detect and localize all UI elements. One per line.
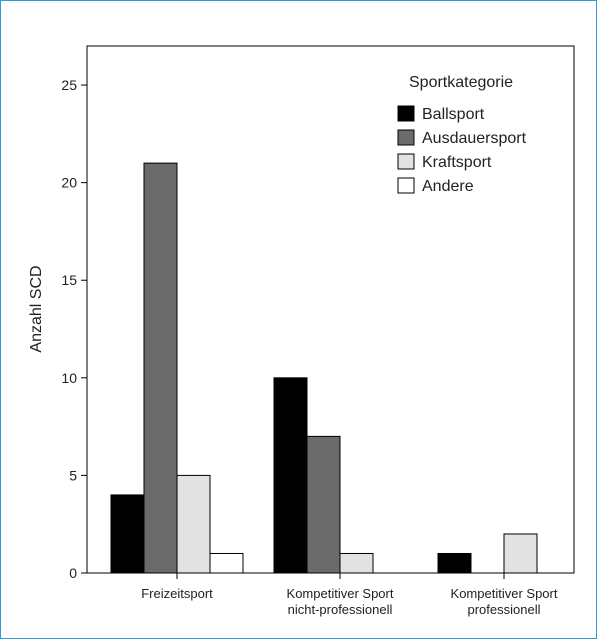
x-tick-label: Kompetitiver Sport [451,586,558,601]
bar-ballsport-2 [273,377,308,574]
y-axis-title: Anzahl SCD [28,265,45,352]
legend-title: Sportkategorie [409,74,513,91]
legend-swatch-ballsport [397,105,415,122]
bar-ausdauersport-2 [306,435,341,574]
legend-label-andere: Andere [422,178,474,195]
legend-swatch-kraftsport [397,153,415,170]
x-tick-label: nicht-professionell [288,602,393,617]
x-axis: Freizeitsport Kompetitiver Sportnicht-pro… [141,573,558,617]
x-tick-label: professionell [468,602,541,617]
bar-kraftsport-3 [503,533,538,574]
legend-label-kraftsport: Kraftsport [422,154,492,171]
bar-ballsport-3 [437,552,472,574]
y-axis: 0 5 10 15 20 25 [61,77,87,581]
y-tick-label: 10 [61,370,77,386]
bar-kraftsport-2 [339,552,374,574]
x-tick-label: Freizeitsport [141,586,213,601]
legend-swatch-andere [397,177,415,194]
y-tick-label: 20 [61,175,77,191]
y-tick-label: 15 [61,272,77,288]
y-tick-label: 25 [61,77,77,93]
x-tick-label: Kompetitiver Sport [287,586,394,601]
y-tick-label: 5 [69,467,77,483]
legend-label-ausdauersport: Ausdauersport [422,130,527,147]
legend-label-ballsport: Ballsport [422,106,485,123]
bar-andere-1 [209,552,244,574]
legend: Sportkategorie Ballsport Ausdauersport Kra… [397,74,527,195]
bar-series [110,162,538,574]
bar-ausdauersport-1 [143,162,178,574]
legend-swatch-ausdauersport [397,129,415,146]
bar-kraftsport-1 [176,474,211,574]
y-tick-label: 0 [69,565,77,581]
bar-ballsport-1 [110,494,145,574]
